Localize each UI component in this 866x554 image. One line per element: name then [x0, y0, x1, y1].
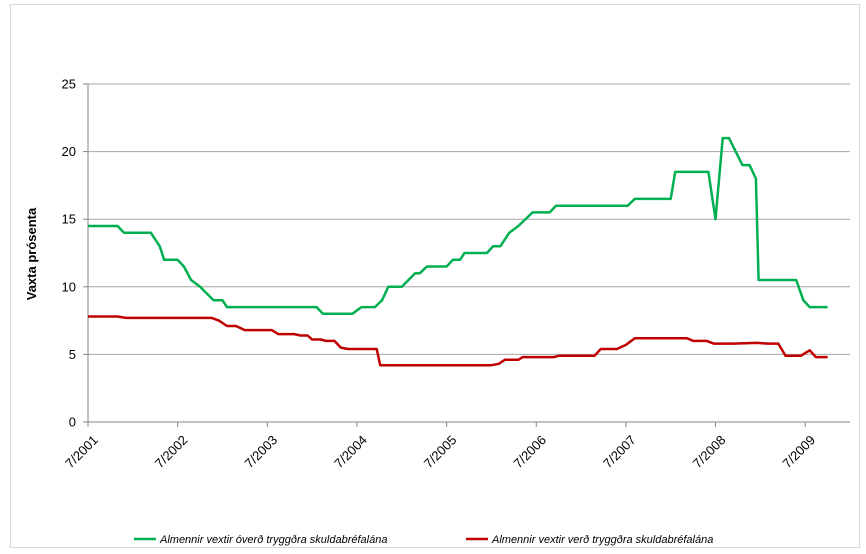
legend-label-series-2: Almennir vextir verð tryggðra skuldabréf… [491, 534, 713, 546]
x-tick-label-7: 7/2008 [690, 432, 729, 471]
series-lines [88, 136, 828, 367]
series-line-1 [88, 136, 828, 316]
series-line-2 [88, 315, 828, 367]
x-tick-labels: 7/2001 7/2002 7/2003 7/2004 7/2005 7/2006 7/20… [62, 432, 818, 471]
y-tick-label-25: 25 [62, 77, 76, 92]
x-tick-label-5: 7/2006 [510, 432, 549, 471]
x-tick-label-1: 7/2002 [152, 432, 191, 471]
x-tick-label-0: 7/2001 [62, 432, 101, 471]
y-tick-label-15: 15 [62, 212, 76, 227]
legend: Almennir vextir óverð tryggðra skuldabré… [134, 534, 713, 546]
x-tick-label-4: 7/2005 [421, 432, 460, 471]
axes [83, 83, 850, 427]
gridlines [88, 83, 850, 355]
x-tick-label-6: 7/2007 [600, 432, 639, 471]
y-axis-label: Vaxta prósenta [24, 207, 39, 300]
y-tick-labels: 0 5 10 15 20 25 [62, 77, 76, 430]
legend-label-series-1: Almennir vextir óverð tryggðra skuldabré… [159, 534, 387, 546]
x-tick-label-3: 7/2004 [331, 432, 370, 471]
y-tick-label-0: 0 [69, 415, 76, 430]
y-tick-label-20: 20 [62, 144, 76, 159]
y-tick-label-5: 5 [69, 347, 76, 362]
chart-frame [10, 4, 860, 548]
x-tick-label-2: 7/2003 [241, 432, 280, 471]
y-tick-label-10: 10 [62, 279, 76, 294]
x-tick-label-8: 7/2009 [779, 432, 818, 471]
